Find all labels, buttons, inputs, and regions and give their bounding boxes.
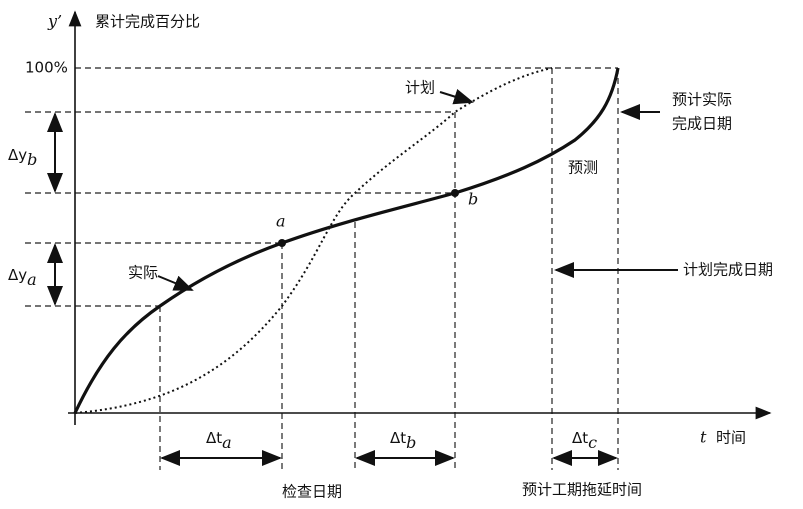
y-label: 累计完成百分比 — [95, 13, 200, 31]
forecast-finish-line1: 预计实际 — [672, 91, 732, 109]
axes — [68, 10, 772, 425]
x-symbol: t — [700, 428, 707, 447]
check-date: 检查日期 — [282, 483, 342, 501]
forecast-label: 预测 — [568, 159, 598, 177]
forecast-finish-line2: 完成日期 — [672, 115, 732, 133]
actual-label: 实际 — [128, 264, 158, 282]
delta-tb: Δtb — [390, 429, 416, 452]
y-max-label: 100% — [25, 59, 68, 77]
actual-curve — [73, 67, 620, 414]
dimension-arrows — [47, 88, 678, 466]
delta-ya: Δya — [8, 266, 37, 289]
y-symbol: y’ — [47, 12, 62, 31]
delta-yb: Δyb — [8, 146, 37, 169]
point-a-label: a — [276, 212, 286, 231]
point-b — [451, 189, 459, 197]
delta-tc: Δtc — [572, 429, 597, 452]
x-label: 时间 — [716, 429, 746, 447]
point-b-label: b — [468, 190, 478, 209]
planned-finish: 计划完成日期 — [683, 261, 773, 279]
point-a — [278, 239, 286, 247]
planned-curve — [74, 67, 553, 414]
planned-label: 计划 — [405, 79, 435, 97]
delay: 预计工期拖延时间 — [522, 481, 642, 499]
guides — [25, 67, 619, 470]
delta-ta: Δta — [206, 429, 232, 452]
